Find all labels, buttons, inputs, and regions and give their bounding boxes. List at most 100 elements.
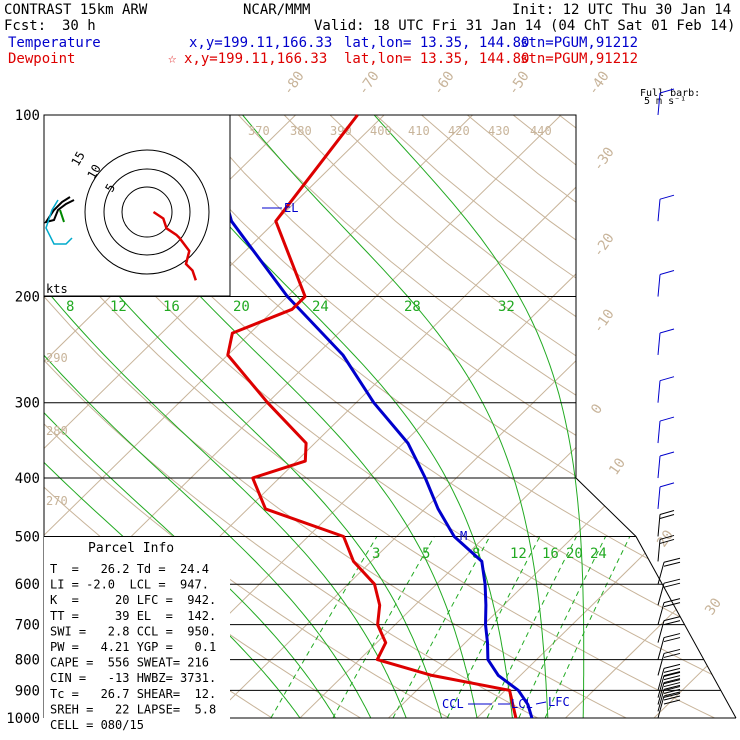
- moist-adiabat-line: [44, 202, 443, 718]
- isotherm-label: -10: [590, 306, 618, 336]
- wind-barb-flag: [663, 682, 681, 688]
- hodograph-trace: [152, 210, 197, 281]
- moist-adiabat-label: 20: [233, 299, 250, 315]
- wind-barb: [657, 486, 661, 509]
- isotherm-label: -50: [505, 68, 533, 98]
- m-label: M: [460, 529, 467, 543]
- moist-adiabat-label: 32: [498, 299, 515, 315]
- wind-barb-flag: [659, 194, 675, 200]
- wind-barb-flag: [659, 270, 675, 276]
- wind-barb: [657, 380, 661, 403]
- wind-barb-flag: [663, 671, 681, 677]
- dry-adiabat-line: [146, 115, 736, 718]
- parcel-info-row: PW = 4.21 YGP = 0.1: [50, 640, 216, 654]
- parcel-info-row: CIN = -13 HWBZ= 3731.: [50, 671, 216, 685]
- barb-legend-line2: 5 m s⁻¹: [644, 96, 686, 107]
- parcel-info-row: SREH = 22 LAPSE= 5.8: [50, 702, 216, 716]
- dry-adiabat-line: [192, 115, 736, 718]
- isotherm-label: -30: [590, 144, 618, 174]
- wind-barb-flag: [663, 671, 681, 677]
- dry-adiabat-line: [54, 115, 736, 718]
- wind-barb: [657, 695, 665, 719]
- parcel-info-row: T = 26.2 Td = 24.4: [50, 562, 209, 576]
- wind-barb-flag: [663, 684, 681, 690]
- mixing-ratio-label: 5: [422, 546, 430, 562]
- dry-adiabat-label: 290: [46, 351, 68, 365]
- isotherm-line: [299, 115, 736, 718]
- pressure-label: 700: [15, 618, 40, 634]
- center-name: NCAR/MMM: [243, 2, 311, 18]
- dry-adiabat-label: 370: [248, 124, 270, 138]
- mixing-ratio-line: [270, 536, 378, 718]
- isotherm-label: 10: [606, 455, 629, 478]
- pressure-label: 400: [15, 471, 40, 487]
- isotherm-line: [565, 115, 736, 718]
- parcel-info-row: K = 20 LFC = 942.: [50, 593, 216, 607]
- legend-temperature-stn: stn=PGUM,91212: [520, 35, 639, 51]
- dry-adiabat-label: 410: [408, 124, 430, 138]
- wind-barb-flag: [663, 648, 681, 654]
- isotherm-label: -40: [585, 68, 613, 98]
- mixing-ratio-line: [518, 536, 607, 718]
- mixing-ratio-label: 8: [472, 546, 480, 562]
- wind-barb-flag: [663, 679, 681, 685]
- legend-temperature-xy: x,y=199.11,166.33: [189, 35, 333, 51]
- wind-barb-flag: [663, 652, 681, 658]
- legend-dewpoint-marker: ☆: [168, 51, 177, 67]
- dry-adiabat-label: 380: [290, 124, 312, 138]
- wind-barbs: [657, 88, 681, 719]
- mixing-ratio-label: 3: [372, 546, 380, 562]
- parcel-info-row: SWI = 2.8 CCL = 950.: [50, 624, 216, 638]
- wind-barb: [657, 274, 661, 297]
- wind-barb: [657, 602, 665, 625]
- isotherm-label: -70: [355, 68, 383, 98]
- lfc-label: LFC: [548, 695, 570, 709]
- wind-barb-flag: [663, 561, 681, 567]
- wind-barb-flag: [663, 637, 681, 643]
- ccl-label: CCL: [442, 697, 464, 711]
- model-title: CONTRAST 15km ARW: [4, 2, 148, 18]
- pressure-label: 900: [15, 683, 40, 699]
- dry-adiabat-line: [44, 115, 715, 718]
- wind-barb-flag: [659, 538, 675, 544]
- wind-barb: [657, 455, 661, 479]
- isotherm-label: -80: [280, 68, 308, 98]
- dry-adiabat-label: 430: [488, 124, 510, 138]
- moist-adiabat-label: 24: [312, 299, 329, 315]
- pressure-label: 100: [15, 108, 40, 124]
- el-label: EL: [284, 201, 298, 215]
- isotherm-label: 30: [702, 595, 725, 618]
- dry-adiabat-label: 420: [448, 124, 470, 138]
- pressure-label: 1000: [6, 711, 40, 727]
- wind-barb-flag: [659, 88, 675, 94]
- dry-adiabat-line: [238, 115, 736, 718]
- moist-adiabat-line: [242, 115, 549, 718]
- parcel-info-row: Tc = 26.7 SHEAR= 12.: [50, 687, 216, 701]
- wind-barb-flag: [663, 598, 681, 604]
- forecast-label: Fcst:: [4, 18, 47, 34]
- legend-temperature-latlon: lat,lon= 13.35, 144.80: [344, 35, 530, 51]
- wind-barb-flag: [663, 582, 681, 588]
- wind-barb-flag: [663, 675, 681, 681]
- wind-barb-flag: [659, 482, 675, 488]
- hodograph-inset: 5 10 15 kts: [43, 114, 231, 297]
- wind-barb: [657, 539, 661, 562]
- legend-dewpoint-stn: stn=PGUM,91212: [520, 51, 639, 67]
- pressure-label: 200: [15, 290, 40, 306]
- dry-adiabat-line: [329, 115, 736, 718]
- dry-adiabat-line: [44, 115, 538, 718]
- parcel-info-row: CELL = 080/15: [50, 718, 144, 732]
- dry-adiabat-label: 270: [46, 494, 68, 508]
- parcel-info-row: LI = -2.0 LCL = 947.: [50, 578, 209, 592]
- dry-adiabat-label: 400: [370, 124, 392, 138]
- valid-time: Valid: 18 UTC Fri 31 Jan 14 (04 ChT Sat …: [314, 18, 736, 34]
- parcel-info-box: [44, 537, 230, 725]
- moist-adiabat-line: [373, 115, 585, 718]
- isotherm-line: [653, 115, 736, 718]
- wind-barb: [657, 675, 665, 698]
- wind-barb: [657, 332, 661, 356]
- wind-barb-flag: [663, 667, 681, 673]
- wind-barb: [657, 199, 661, 222]
- parcel-info-row: CAPE = 556 SWEAT= 216: [50, 656, 209, 670]
